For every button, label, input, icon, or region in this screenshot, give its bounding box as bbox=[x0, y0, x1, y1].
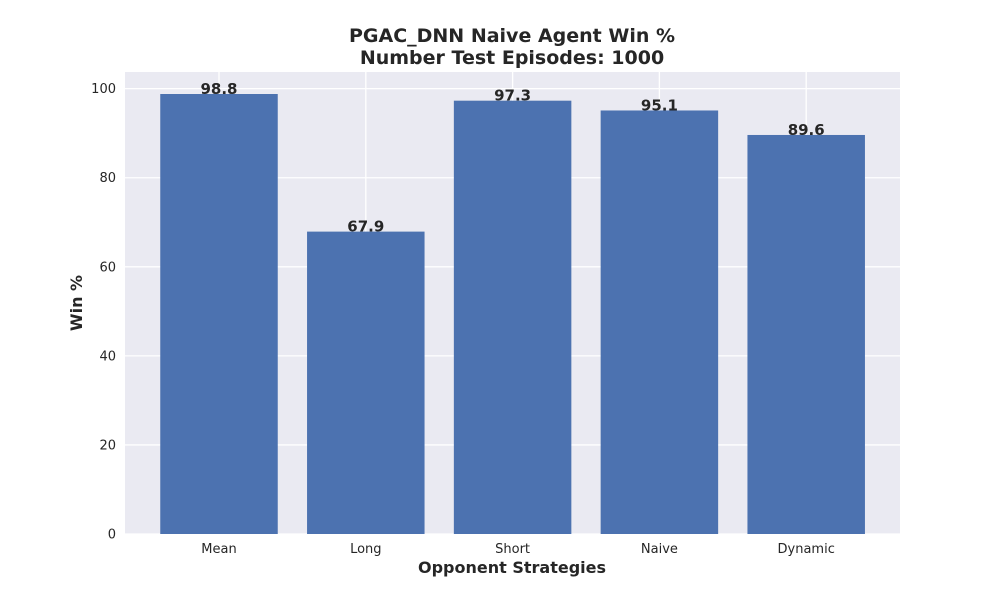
y-tick-label: 0 bbox=[108, 528, 116, 543]
bar-naive bbox=[600, 110, 719, 535]
y-axis-label: Win % bbox=[67, 275, 86, 331]
x-tick-label-long: Long bbox=[350, 542, 381, 557]
x-tick-label-short: Short bbox=[495, 542, 530, 557]
x-axis-label: Opponent Strategies bbox=[418, 558, 606, 577]
bars bbox=[160, 94, 865, 535]
x-tick-label-naive: Naive bbox=[641, 542, 678, 557]
y-tick-label: 80 bbox=[99, 171, 116, 186]
y-tick-label: 20 bbox=[99, 438, 116, 453]
y-tick-label: 100 bbox=[91, 82, 116, 97]
chart-title-line-2: Number Test Episodes: 1000 bbox=[360, 47, 664, 69]
x-tick-label-dynamic: Dynamic bbox=[778, 542, 835, 557]
chart-title-line-1: PGAC_DNN Naive Agent Win % bbox=[349, 25, 675, 47]
bar-long bbox=[307, 231, 425, 535]
bar-mean bbox=[160, 94, 278, 534]
data-label-short: 97.3 bbox=[494, 87, 531, 105]
data-label-dynamic: 89.6 bbox=[788, 121, 825, 139]
y-tick-label: 40 bbox=[99, 349, 116, 364]
plot-area: 98.8 67.9 97.3 95.1 89.6 bbox=[125, 72, 900, 535]
data-labels: 98.8 67.9 97.3 95.1 89.6 bbox=[200, 80, 824, 236]
y-axis-ticks: 0 20 40 60 80 100 bbox=[91, 82, 116, 542]
x-tick-label-mean: Mean bbox=[201, 542, 236, 557]
data-label-naive: 95.1 bbox=[641, 96, 678, 114]
bar-short bbox=[453, 100, 572, 534]
y-tick-label: 60 bbox=[99, 260, 116, 275]
data-label-long: 67.9 bbox=[347, 218, 384, 236]
bar-dynamic bbox=[747, 134, 865, 534]
x-axis-ticks: Mean Long Short Naive Dynamic bbox=[201, 542, 835, 557]
data-label-mean: 98.8 bbox=[200, 80, 237, 98]
